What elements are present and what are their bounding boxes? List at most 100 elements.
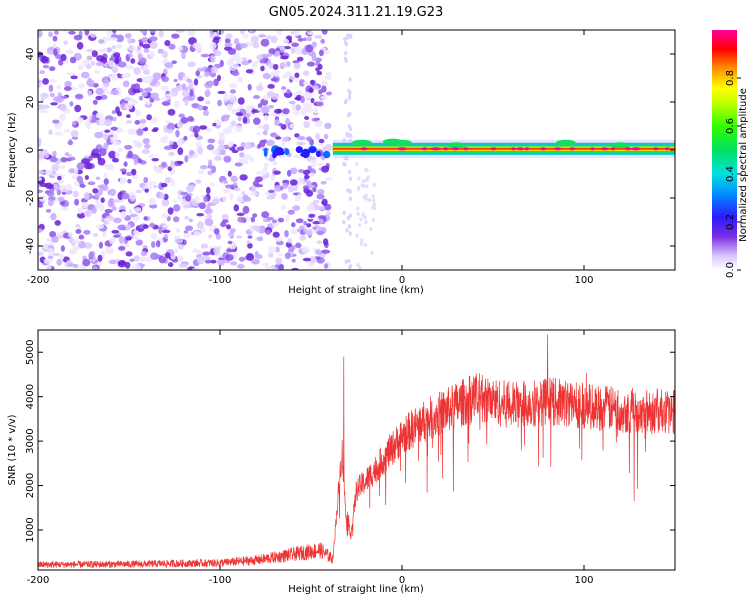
heatmap-noise-cell (52, 150, 57, 157)
heatmap-noise-cell (326, 211, 331, 216)
heatmap-noise-cell (358, 265, 362, 270)
heatmap-noise-cell (79, 184, 86, 188)
heatmap-noise-cell (320, 38, 326, 44)
heatmap-noise-cell (299, 231, 306, 235)
heatmap-noise-cell (177, 147, 184, 156)
heatmap-noise-cell (95, 87, 104, 95)
heatmap-noise-cell (65, 49, 74, 55)
heatmap-noise-cell (70, 75, 78, 80)
heatmap-noise-cell (81, 158, 90, 165)
heatmap-noise-cell (75, 224, 81, 228)
heatmap-noise-cell (52, 43, 57, 49)
heatmap-noise-cell (110, 90, 119, 95)
heatmap-noise-cell (141, 36, 149, 43)
heatmap-noise-cell (168, 140, 174, 145)
heatmap-noise-cell (237, 216, 245, 223)
heatmap-noise-cell (68, 30, 76, 35)
heatmap-noise-cell (178, 244, 184, 250)
heatmap-noise-cell (321, 165, 330, 173)
snr-plot-area (38, 334, 675, 569)
heatmap-noise-cell (142, 138, 150, 145)
heatmap-noise-cell (92, 233, 99, 237)
heatmap-noise-cell (164, 61, 174, 69)
heatmap-noise-cell (250, 185, 257, 193)
heatmap-noise-cell (268, 62, 274, 69)
heatmap-noise-cell (292, 60, 300, 64)
heatmap-noise-cell (271, 219, 277, 224)
heatmap-noise-cell (195, 70, 200, 77)
heatmap-noise-cell (102, 230, 107, 238)
colorbar-tick-label: 0.8 (725, 70, 736, 86)
heatmap-noise-cell (267, 84, 275, 89)
heatmap-noise-cell (172, 199, 178, 204)
heatmap-noise-cell (284, 214, 290, 223)
heatmap-noise-cell (342, 220, 346, 225)
heatmap-noise-cell (372, 182, 376, 187)
heatmap-noise-cell (302, 185, 309, 190)
heatmap-noise-cell (113, 217, 122, 224)
heatmap-noise-cell (313, 107, 319, 114)
heatmap-noise-cell (211, 198, 220, 205)
heatmap-noise-cell (268, 246, 277, 254)
colorbar: 0.0 0.2 0.4 0.6 0.8 Normalized spectral ampl… (712, 30, 749, 278)
heatmap-noise-cell (287, 209, 295, 215)
heatmap-noise-cell (257, 124, 265, 129)
heatmap-noise-cell (126, 171, 133, 177)
heatmap-noise-cell (302, 257, 311, 262)
heatmap-noise-cell (226, 59, 234, 66)
heatmap-noise-cell (194, 132, 199, 138)
heatmap-noise-cell (321, 85, 327, 93)
heatmap-noise-cell (142, 245, 148, 249)
heatmap-x-tick-label: -100 (209, 275, 232, 286)
heatmap-noise-cell (183, 233, 192, 239)
heatmap-noise-cell (125, 33, 131, 39)
heatmap-noise-cell (113, 52, 121, 58)
heatmap-noise-cell (310, 97, 315, 104)
heatmap-noise-cell (362, 195, 366, 200)
heatmap-noise-cell (245, 69, 253, 74)
heatmap-noise-cell (196, 221, 204, 229)
heatmap-noise-cell (159, 136, 168, 144)
heatmap-noise-cell (53, 183, 58, 189)
heatmap-noise-cell (303, 220, 308, 226)
heatmap-noise-cell (286, 169, 292, 177)
heatmap-noise-cell (46, 51, 55, 55)
heatmap-noise-cell (53, 48, 58, 56)
heatmap-noise-cell (229, 192, 234, 201)
heatmap-noise-cell (117, 61, 127, 68)
heatmap-noise-cell (167, 128, 173, 134)
heatmap-noise-cell (46, 263, 52, 270)
heatmap-weak-signal (323, 150, 331, 159)
heatmap-noise-cell (129, 258, 135, 262)
heatmap-noise-cell (241, 191, 246, 195)
heatmap-noise-cell (174, 238, 184, 244)
heatmap-noise-cell (213, 78, 219, 87)
heatmap-noise-cell (139, 41, 144, 47)
heatmap-noise-cell (207, 138, 216, 144)
heatmap-weak-signal (308, 147, 317, 153)
heatmap-noise-cell (98, 241, 103, 249)
snr-y-ticks: 1000 2000 3000 4000 5000 (25, 339, 675, 543)
heatmap-noise-cell (242, 34, 249, 39)
heatmap-noise-cell (316, 230, 325, 236)
heatmap-noise-cell (106, 137, 111, 146)
heatmap-noise-cell (138, 96, 144, 101)
heatmap-noise-cell (307, 31, 315, 35)
heatmap-noise-cell (208, 159, 213, 167)
heatmap-noise-cell (110, 126, 118, 131)
heatmap-noise-cell (39, 109, 48, 114)
heatmap-noise-cell (175, 129, 180, 138)
heatmap-noise-cell (106, 30, 114, 36)
heatmap-noise-cell (275, 136, 282, 140)
heatmap-noise-cell (153, 185, 158, 189)
heatmap-noise-cell (265, 265, 270, 270)
heatmap-noise-cell (183, 135, 188, 141)
heatmap-noise-cell (72, 190, 79, 198)
heatmap-noise-cell (184, 155, 189, 163)
heatmap-noise-cell (121, 193, 130, 200)
heatmap-noise-cell (260, 106, 270, 114)
heatmap-noise-cell (316, 240, 323, 244)
heatmap-noise-cell (321, 249, 331, 254)
heatmap-noise-cell (80, 71, 90, 79)
heatmap-noise-cell (212, 30, 218, 33)
